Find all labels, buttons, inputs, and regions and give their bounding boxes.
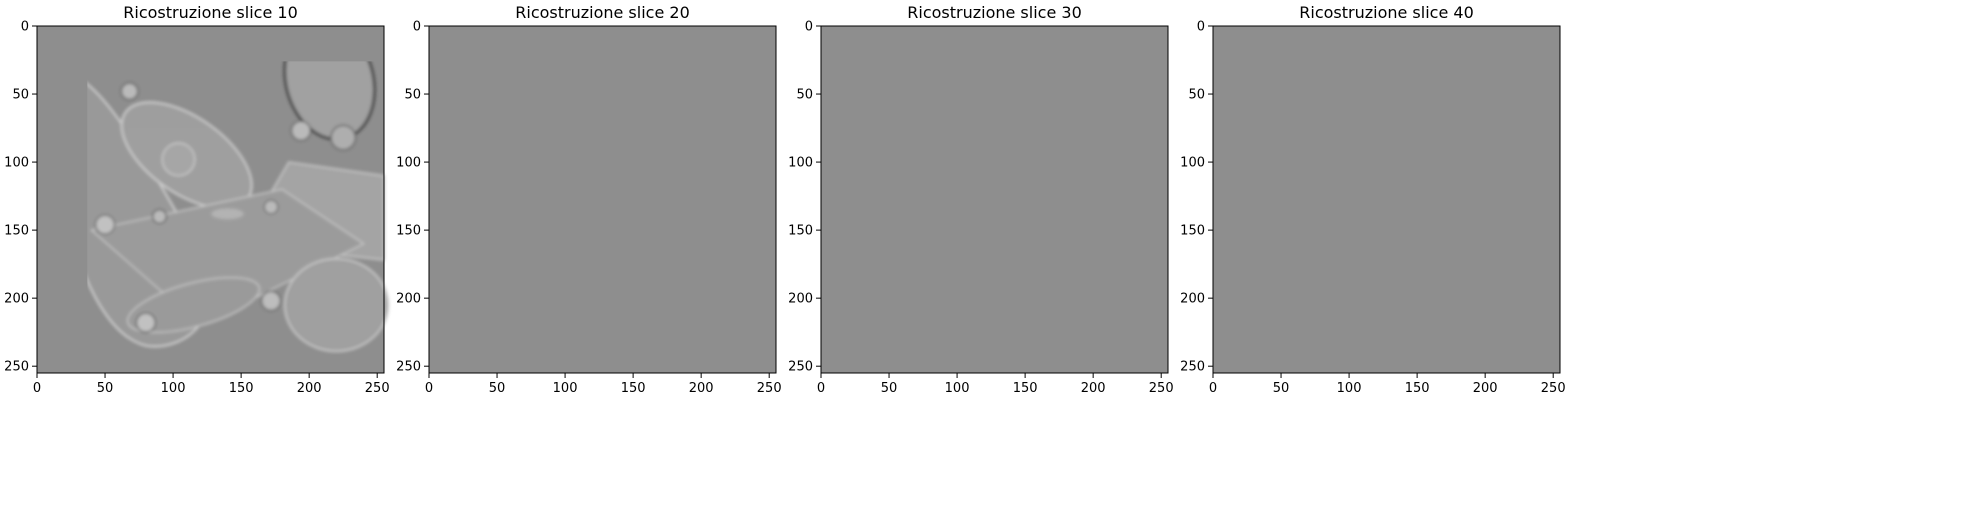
- x-tick-label: 250: [365, 381, 390, 396]
- y-tick-label: 50: [12, 88, 29, 103]
- y-tick-label: 50: [796, 88, 813, 103]
- y-tick-label: 250: [1180, 360, 1205, 375]
- x-tick-label: 250: [757, 381, 782, 396]
- x-tick-label: 150: [1013, 381, 1038, 396]
- panel-title: Ricostruzione slice 40: [1299, 3, 1474, 22]
- panel-title: Ricostruzione slice 10: [123, 3, 298, 22]
- panel-slice-4: Ricostruzione slice 40 0 50 100 150 200 250 0 50…: [1180, 3, 1565, 396]
- y-tick-label: 100: [4, 156, 29, 171]
- x-tick-label: 0: [817, 381, 825, 396]
- x-tick-label: 100: [553, 381, 578, 396]
- panel-slice-1: Ricostruzione slice 10 0 50 100 150 200 250 0 50…: [4, 3, 389, 396]
- panel-slice-3: Ricostruzione slice 30 0 50 100 150 200 250 0 50…: [788, 3, 1173, 396]
- y-tick-label: 200: [788, 292, 813, 307]
- x-tick-label: 200: [1473, 381, 1498, 396]
- y-tick-label: 200: [396, 292, 421, 307]
- y-tick-label: 150: [4, 224, 29, 239]
- y-tick-label: 250: [396, 360, 421, 375]
- x-tick-label: 0: [425, 381, 433, 396]
- x-tick-label: 0: [1209, 381, 1217, 396]
- x-tick-label: 200: [297, 381, 322, 396]
- y-tick-label: 100: [1180, 156, 1205, 171]
- y-tick-label: 150: [396, 224, 421, 239]
- panel-title: Ricostruzione slice 20: [515, 3, 690, 22]
- y-tick-label: 250: [788, 360, 813, 375]
- y-tick-label: 150: [1180, 224, 1205, 239]
- y-tick-label: 50: [1188, 88, 1205, 103]
- x-tick-label: 50: [1273, 381, 1290, 396]
- x-tick-label: 50: [97, 381, 114, 396]
- image-background: [821, 26, 1168, 373]
- x-tick-label: 50: [489, 381, 506, 396]
- axes-frame: [428, 25, 777, 374]
- axes-frame: [820, 25, 1169, 374]
- x-tick-label: 150: [229, 381, 254, 396]
- reconstruction-image: [87, 61, 390, 353]
- y-tick-label: 150: [788, 224, 813, 239]
- x-tick-label: 50: [881, 381, 898, 396]
- image-background: [1213, 26, 1560, 373]
- x-tick-label: 200: [1081, 381, 1106, 396]
- y-tick-label: 0: [805, 20, 813, 35]
- y-tick-label: 200: [4, 292, 29, 307]
- axes-frame: [1212, 25, 1561, 374]
- x-tick-label: 250: [1149, 381, 1174, 396]
- panel-slice-2: Ricostruzione slice 20 0 50 100 150 200 250 0 50…: [396, 3, 781, 396]
- y-tick-label: 250: [4, 360, 29, 375]
- y-tick-label: 100: [396, 156, 421, 171]
- y-tick-label: 50: [404, 88, 421, 103]
- x-tick-label: 150: [621, 381, 646, 396]
- panel-title: Ricostruzione slice 30: [907, 3, 1082, 22]
- axes-frame: [36, 25, 385, 374]
- x-tick-label: 0: [33, 381, 41, 396]
- x-tick-label: 100: [945, 381, 970, 396]
- y-tick-label: 0: [1197, 20, 1205, 35]
- x-tick-label: 100: [161, 381, 186, 396]
- y-tick-label: 200: [1180, 292, 1205, 307]
- y-tick-label: 100: [788, 156, 813, 171]
- x-tick-label: 100: [1337, 381, 1362, 396]
- x-tick-label: 250: [1541, 381, 1566, 396]
- y-tick-label: 0: [21, 20, 29, 35]
- image-background: [429, 26, 776, 373]
- x-tick-label: 200: [689, 381, 714, 396]
- x-tick-label: 150: [1405, 381, 1430, 396]
- y-tick-label: 0: [413, 20, 421, 35]
